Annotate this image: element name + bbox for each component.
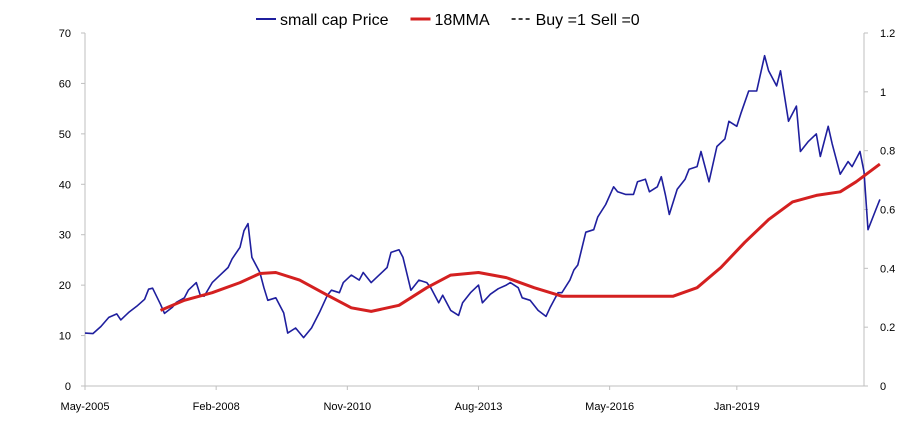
y-left-tick-label: 40 bbox=[59, 179, 71, 191]
y-right-tick-label: 1.2 bbox=[880, 28, 895, 40]
legend-label: 18MMA bbox=[434, 12, 489, 29]
series-line-small-cap-price bbox=[84, 54, 881, 339]
x-tick-label: Jan-2019 bbox=[714, 401, 760, 413]
y-left-tick-label: 20 bbox=[59, 280, 71, 292]
y-right-tick-label: 0.6 bbox=[880, 205, 895, 217]
y-right-tick-label: 0.8 bbox=[880, 146, 895, 158]
y-right-tick-label: 0.2 bbox=[880, 322, 895, 334]
y-left-tick-label: 10 bbox=[59, 331, 71, 343]
y-right-tick-label: 0 bbox=[880, 381, 886, 393]
series-line-18mma bbox=[159, 162, 881, 313]
legend-label: small cap Price bbox=[280, 12, 389, 29]
y-right-tick-label: 1 bbox=[880, 87, 886, 99]
x-tick-label: May-2005 bbox=[61, 401, 110, 413]
x-tick-label: Aug-2013 bbox=[455, 401, 503, 413]
y-left-tick-label: 70 bbox=[59, 28, 71, 40]
y-left-tick-label: 50 bbox=[59, 129, 71, 141]
y-left-tick-label: 0 bbox=[65, 381, 71, 393]
legend: small cap Price 18MMA Buy =1 Sell =0 bbox=[256, 12, 640, 29]
x-tick-label: Feb-2008 bbox=[193, 401, 240, 413]
series-layer bbox=[84, 54, 881, 339]
y-right-tick-label: 0.4 bbox=[880, 263, 895, 275]
x-tick-label: Nov-2010 bbox=[323, 401, 371, 413]
y-left-tick-label: 30 bbox=[59, 230, 71, 242]
axes: 0 10 20 30 40 50 60 70 0 0.2 0.4 0.6 0.8 1 1.2 May-2005… bbox=[59, 28, 896, 413]
x-tick-label: May-2016 bbox=[585, 401, 634, 413]
y-left-tick-label: 60 bbox=[59, 78, 71, 90]
legend-label: Buy =1 Sell =0 bbox=[536, 12, 640, 29]
